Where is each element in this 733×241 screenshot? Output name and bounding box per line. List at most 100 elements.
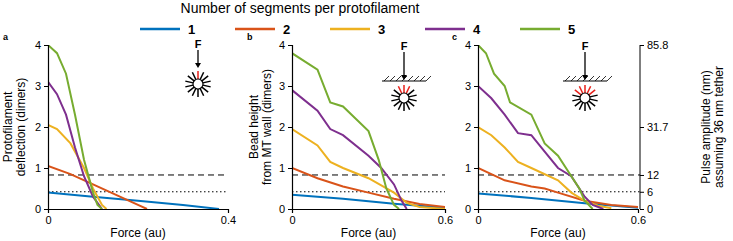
tick: 0 <box>35 203 48 215</box>
tick-mark <box>44 209 48 210</box>
panel-label: a <box>3 32 9 42</box>
x-axis: 00.4 <box>45 209 236 226</box>
tick-label: 0 <box>647 203 653 215</box>
protofilament <box>197 89 199 97</box>
tick-mark <box>474 168 478 169</box>
tick-label: 1 <box>279 162 285 174</box>
tick-label: 0.4 <box>221 214 236 226</box>
force-arrow <box>584 52 585 76</box>
tick-mark <box>228 209 229 213</box>
protofilament <box>403 85 405 93</box>
tick-label: 1 <box>465 162 471 174</box>
y-axis: 01234 <box>279 39 293 215</box>
legend-label: 3 <box>378 22 385 37</box>
reference-lines <box>48 175 228 192</box>
y2-axis-title: assuming 36 nm tether <box>712 66 726 188</box>
panel-label: c <box>452 32 457 42</box>
tick-mark <box>640 175 644 176</box>
y-axis-line <box>44 46 49 210</box>
plot-area <box>292 53 445 209</box>
protofilament <box>394 90 400 95</box>
protofilament <box>202 76 208 81</box>
legend-swatch <box>520 28 560 31</box>
tick: 1 <box>35 162 48 174</box>
tick-label: 0 <box>289 214 295 226</box>
force-arrowhead <box>401 75 407 80</box>
y-axis: 0 1 2 3 4 <box>465 39 479 215</box>
legend-item: 3 <box>330 22 385 37</box>
tick: 0.4 <box>221 209 236 226</box>
reference-line <box>478 174 640 175</box>
series-line <box>478 86 603 209</box>
legend-item: 1 <box>140 22 195 37</box>
plot-area <box>478 45 638 209</box>
y2-axis: 061231.785.8 <box>640 39 668 215</box>
series-line <box>478 45 593 209</box>
tick-mark <box>44 127 48 128</box>
tick: 12 <box>640 169 659 181</box>
protofilament <box>584 85 586 93</box>
protofilament <box>398 103 401 110</box>
tick-label: 2 <box>279 121 285 133</box>
tick: 4 <box>279 39 292 51</box>
protofilament <box>185 85 193 87</box>
microtubule <box>580 93 590 103</box>
force-label: F <box>401 40 408 52</box>
tick-mark <box>638 209 639 213</box>
tick: 3 <box>465 80 478 92</box>
wall-hatch <box>571 76 576 81</box>
tick-label: 0 <box>475 214 481 226</box>
legend-label: 2 <box>283 22 290 37</box>
tick-mark <box>640 127 644 128</box>
tick-mark <box>288 86 292 87</box>
y-axis-title: deflection (dimers) <box>14 78 28 177</box>
tick-label: 85.8 <box>647 39 668 51</box>
microtubule <box>193 79 203 89</box>
protofilament <box>406 103 409 110</box>
x-axis: 00.6 <box>475 209 646 226</box>
tick-label: 3 <box>35 80 41 92</box>
tick: 2 <box>465 121 478 133</box>
protofilament <box>409 95 417 97</box>
series-line <box>48 125 107 209</box>
tick-label: 0 <box>35 203 41 215</box>
tick-mark <box>288 168 292 169</box>
tick: 85.8 <box>640 39 668 51</box>
x-axis: 00.6 <box>289 209 453 226</box>
tick-label: 1 <box>35 162 41 174</box>
protofilament <box>202 87 208 92</box>
tick-mark <box>474 86 478 87</box>
y-axis-line <box>288 46 293 210</box>
tick: 2 <box>279 121 292 133</box>
wall <box>382 80 426 81</box>
wall-hatch <box>565 76 570 81</box>
tick: 0.6 <box>438 209 453 226</box>
panel: 00.601234061231.785.8Force (au)Pulse amp… <box>452 32 726 240</box>
tick-label: 0.6 <box>438 214 453 226</box>
wall-hatch <box>589 76 594 81</box>
y-axis-title: Protofilament <box>1 91 15 162</box>
tick: 0 <box>465 203 478 215</box>
tick-mark <box>474 127 478 128</box>
tick-label: 0 <box>279 203 285 215</box>
panel: 00.601234Force (au)Bead heightfrom MT wa… <box>247 32 453 240</box>
protofilament <box>185 81 193 83</box>
tick-mark <box>288 127 292 128</box>
series-line <box>292 195 445 208</box>
tick: 4 <box>35 39 48 51</box>
force-label: F <box>582 40 589 52</box>
protofilament <box>391 95 399 97</box>
legend-swatch <box>425 28 465 31</box>
series-line <box>478 127 611 208</box>
y-axis-line <box>474 46 479 210</box>
tick: 4 <box>465 39 478 51</box>
tick-label: 4 <box>279 39 285 51</box>
tick: 0 <box>279 203 292 215</box>
wall-hatch <box>384 76 389 81</box>
y2-axis-title: Pulse amplitude (nm) <box>699 70 713 183</box>
tick-label: 31.7 <box>647 121 668 133</box>
protofilament <box>192 89 195 96</box>
protofilament <box>203 81 211 83</box>
microtubule <box>399 93 409 103</box>
protofilament <box>192 72 195 79</box>
